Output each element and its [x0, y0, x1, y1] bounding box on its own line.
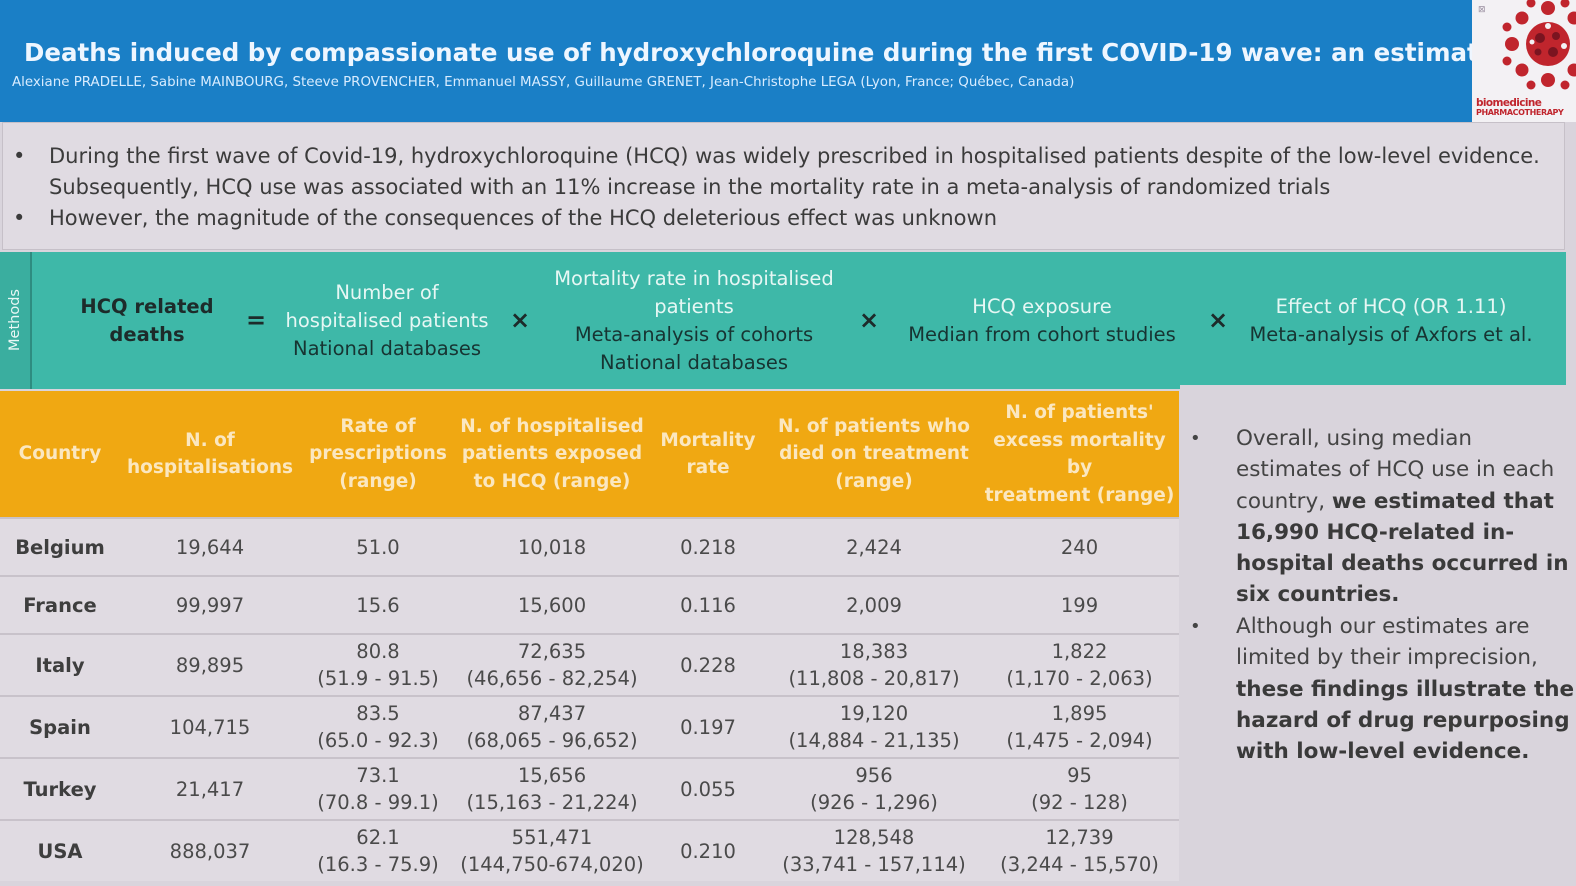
formula-term-effect: Effect of HCQ (OR 1.11) Meta-analysis of…: [1249, 295, 1533, 346]
methods-section: Methods HCQ related deaths = Number of h…: [0, 252, 1566, 389]
results-table: Country N. of hospitalisations Rate of pre…: [0, 391, 1179, 881]
multiply-sign: ×: [1208, 306, 1229, 334]
virus-icon: [1502, 0, 1576, 90]
cell-country: Turkey: [0, 757, 120, 820]
header-mortality-rate: Mortality rate: [648, 391, 768, 518]
cell-country: France: [0, 575, 120, 634]
cell-hospitalisations: 888,037: [120, 819, 300, 881]
cell-mortality-rate: 0.228: [648, 633, 768, 696]
header-exposed-patients: N. of hospitalised patients exposed to HCQ…: [456, 391, 648, 518]
cell-excess-mortality: 199: [980, 575, 1179, 634]
cell-excess-mortality: 95 (92 - 128): [980, 757, 1179, 820]
cell-deaths-on-treatment: 2,424: [768, 517, 980, 576]
bullet-dot-icon: •: [13, 144, 26, 168]
cell-prescription-rate: 83.5 (65.0 - 92.3): [300, 695, 456, 758]
bullet-dot-icon: •: [1190, 428, 1201, 449]
cell-prescription-rate: 15.6: [300, 575, 456, 634]
cell-excess-mortality: 12,739 (3,244 - 15,570): [980, 819, 1179, 881]
equals-sign: =: [246, 306, 267, 334]
table-row: Belgium 19,644 51.0 10,018 0.218 2,424 2…: [0, 517, 1179, 576]
cell-excess-mortality: 240: [980, 517, 1179, 576]
header-prescription-rate: Rate of prescriptions (range): [300, 391, 456, 518]
header-hospitalisations: N. of hospitalisations: [120, 391, 300, 518]
journal-logo: ⊠ biomed: [1472, 0, 1576, 122]
cell-excess-mortality: 1,822 (1,170 - 2,063): [980, 633, 1179, 696]
cell-prescription-rate: 73.1 (70.8 - 99.1): [300, 757, 456, 820]
cell-deaths-on-treatment: 128,548 (33,741 - 157,114): [768, 819, 980, 881]
formula-result: HCQ related deaths: [80, 295, 214, 346]
cell-hospitalisations: 89,895: [120, 633, 300, 696]
cell-exposed-patients: 72,635 (46,656 - 82,254): [456, 633, 648, 696]
methods-label: Methods: [7, 289, 23, 351]
cell-hospitalisations: 19,644: [120, 517, 300, 576]
cell-deaths-on-treatment: 2,009: [768, 575, 980, 634]
cell-hospitalisations: 99,997: [120, 575, 300, 634]
cell-deaths-on-treatment: 19,120 (14,884 - 21,135): [768, 695, 980, 758]
cell-country: USA: [0, 819, 120, 881]
table-row: Turkey 21,417 73.1 (70.8 - 99.1) 15,656 (1…: [0, 757, 1179, 820]
table-row: Spain 104,715 83.5 (65.0 - 92.3) 87,437 (6…: [0, 695, 1179, 758]
cell-country: Italy: [0, 633, 120, 696]
bullet-dot-icon: •: [13, 206, 26, 230]
methods-tab: Methods: [0, 252, 32, 389]
author-list: Alexiane PRADELLE, Sabine MAINBOURG, Ste…: [12, 75, 1075, 90]
table-row: France 99,997 15.6 15,600 0.116 2,009 19…: [0, 575, 1179, 634]
background-section: • During the first wave of Covid-19, hyd…: [2, 122, 1565, 250]
cell-prescription-rate: 80.8 (51.9 - 91.5): [300, 633, 456, 696]
cell-hospitalisations: 21,417: [120, 757, 300, 820]
table-row: USA 888,037 62.1 (16.3 - 75.9) 551,471 (14…: [0, 819, 1179, 881]
cell-exposed-patients: 551,471 (144,750-674,020): [456, 819, 648, 881]
formula-term-mortality: Mortality rate in hospitalised patients …: [554, 267, 834, 374]
corner-mark-icon: ⊠: [1478, 5, 1486, 15]
logo-wordmark: biomedicine: [1476, 97, 1542, 109]
table-row: Italy 89,895 80.8 (51.9 - 91.5) 72,635 (46…: [0, 633, 1179, 696]
formula-term-exposure: HCQ exposure Median from cohort studies: [908, 295, 1176, 346]
cell-exposed-patients: 87,437 (68,065 - 96,652): [456, 695, 648, 758]
cell-mortality-rate: 0.055: [648, 757, 768, 820]
cell-deaths-on-treatment: 956 (926 - 1,296): [768, 757, 980, 820]
bullet-dot-icon: •: [1190, 616, 1201, 637]
logo-subtitle: PHARMACOTHERAPY: [1476, 108, 1564, 117]
cell-deaths-on-treatment: 18,383 (11,808 - 20,817): [768, 633, 980, 696]
header-deaths-on-treatment: N. of patients who died on treatment (rang…: [768, 391, 980, 518]
cell-prescription-rate: 51.0: [300, 517, 456, 576]
cell-exposed-patients: 15,656 (15,163 - 21,224): [456, 757, 648, 820]
multiply-sign: ×: [859, 306, 880, 334]
title-banner: Deaths induced by compassionate use of h…: [0, 0, 1495, 122]
poster-title: Deaths induced by compassionate use of h…: [24, 38, 1496, 67]
cell-mortality-rate: 0.218: [648, 517, 768, 576]
cell-prescription-rate: 62.1 (16.3 - 75.9): [300, 819, 456, 881]
cell-exposed-patients: 15,600: [456, 575, 648, 634]
conclusion-panel: • Overall, using median estimates of HCQ…: [1180, 385, 1574, 886]
cell-excess-mortality: 1,895 (1,475 - 2,094): [980, 695, 1179, 758]
cell-country: Spain: [0, 695, 120, 758]
cell-exposed-patients: 10,018: [456, 517, 648, 576]
cell-mortality-rate: 0.197: [648, 695, 768, 758]
cell-country: Belgium: [0, 517, 120, 576]
header-country: Country: [0, 391, 120, 518]
multiply-sign: ×: [510, 306, 531, 334]
cell-mortality-rate: 0.210: [648, 819, 768, 881]
cell-hospitalisations: 104,715: [120, 695, 300, 758]
table-header-row: Country N. of hospitalisations Rate of pre…: [0, 391, 1179, 518]
header-excess-mortality: N. of patients' excess mortality by treatm…: [980, 391, 1179, 518]
cell-mortality-rate: 0.116: [648, 575, 768, 634]
formula-term-hospitalised: Number of hospitalised patients National…: [285, 281, 489, 360]
